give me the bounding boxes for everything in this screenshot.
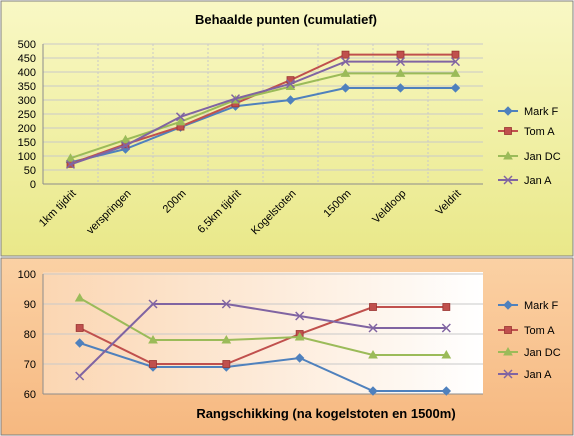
series-line-jan-a [70, 60, 456, 166]
data-point [340, 57, 351, 67]
y-tick-label: 50 [24, 165, 36, 177]
data-point [175, 112, 186, 122]
data-point [340, 83, 351, 93]
data-point [451, 50, 460, 59]
data-point [442, 303, 451, 311]
series-line-jan-a [78, 303, 447, 377]
legend-marker [503, 300, 513, 310]
data-point [285, 95, 296, 105]
data-point [75, 324, 84, 332]
data-point [395, 68, 406, 77]
data-point [294, 353, 305, 363]
y-tick-label: 60 [24, 389, 36, 401]
data-point [230, 94, 241, 104]
y-tick-label: 450 [18, 53, 36, 65]
series-line-jan-dc [79, 297, 447, 356]
data-point [221, 334, 232, 344]
y-tick-label: 80 [24, 329, 36, 341]
series-line-mark-f [70, 87, 456, 164]
legend-label: Tom A [524, 325, 555, 337]
legend-marker [504, 127, 512, 135]
legend-marker [503, 175, 513, 185]
data-point [368, 323, 378, 333]
legend-marker [503, 369, 513, 379]
chart-2-axes: 60 70 80 90 100 [18, 269, 483, 401]
data-point [74, 292, 85, 302]
data-point [450, 68, 461, 77]
y-tick-label: 350 [18, 81, 36, 93]
y-tick-label: 100 [18, 151, 36, 163]
data-point [65, 153, 76, 162]
data-point [441, 323, 451, 333]
data-point [368, 349, 378, 359]
data-point [148, 334, 158, 344]
legend-marker [504, 326, 512, 334]
data-point [395, 57, 406, 67]
legend-marker [503, 346, 513, 356]
legend-label: Mark F [524, 300, 559, 312]
y-tick-label: 100 [18, 269, 36, 281]
chart-2-series [74, 292, 452, 396]
data-point [148, 299, 158, 309]
data-point [450, 57, 461, 67]
data-point [369, 303, 377, 311]
y-tick-label: 300 [18, 95, 36, 107]
data-point [285, 79, 296, 89]
data-point [65, 159, 76, 169]
legend-label: Tom A [524, 126, 555, 138]
series-line-tom-a [79, 306, 447, 365]
data-point [450, 83, 461, 93]
y-tick-label: 0 [30, 179, 36, 191]
legend-marker [503, 150, 513, 160]
y-tick-label: 250 [18, 109, 36, 121]
data-point [222, 360, 231, 368]
data-point [396, 50, 405, 59]
chart-1-gridlines [43, 43, 483, 185]
data-point [74, 338, 85, 348]
legend-label: Jan A [524, 369, 552, 381]
data-point [295, 311, 305, 321]
data-point [120, 141, 131, 151]
data-point [441, 349, 452, 359]
legend-label: Jan DC [524, 347, 561, 359]
data-point [75, 371, 85, 381]
chart-1-legend: Mark F Tom A Jan DC Jan A [498, 106, 561, 187]
data-point [341, 50, 350, 59]
series-line-mark-f [79, 342, 447, 392]
data-point [120, 134, 131, 144]
chart-2-plot-area [43, 272, 483, 394]
chart-2-title: Rangschikking (na kogelstoten en 1500m) [196, 406, 455, 421]
data-point [368, 386, 378, 396]
legend-label: Mark F [524, 106, 559, 118]
chart-1-title: Behaalde punten (cumulatief) [195, 12, 377, 27]
y-tick-label: 400 [18, 67, 36, 79]
data-point [340, 68, 351, 77]
data-point [175, 116, 186, 126]
chart-1-series [65, 50, 461, 169]
data-point [221, 299, 231, 309]
data-point [294, 331, 305, 341]
series-line-jan-dc [70, 72, 456, 160]
data-point [149, 360, 157, 368]
y-tick-label: 500 [18, 39, 36, 51]
legend-label: Jan DC [524, 151, 561, 163]
legend-marker [503, 106, 513, 116]
chart-2-legend: Mark F Tom A Jan DC Jan A [498, 300, 561, 381]
y-tick-label: 70 [24, 359, 36, 371]
y-tick-label: 150 [18, 137, 36, 149]
y-tick-label: 200 [18, 123, 36, 135]
data-point [441, 386, 452, 396]
legend-label: Jan A [524, 175, 552, 187]
data-point [395, 83, 406, 93]
y-tick-label: 90 [24, 299, 36, 311]
